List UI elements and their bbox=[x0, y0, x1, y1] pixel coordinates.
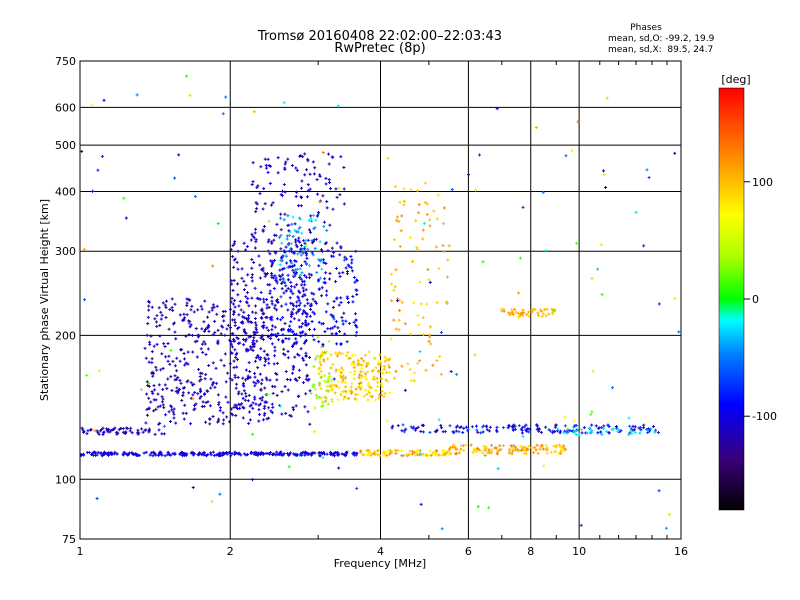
y-axis-label: Stationary phase Virtual Height [km] bbox=[38, 199, 51, 401]
y-tick-label: 500 bbox=[55, 139, 76, 152]
x-axis-ticks: 1 2 4 6 8 10 16 bbox=[77, 61, 688, 558]
x-tick-label: 6 bbox=[465, 545, 472, 558]
y-tick-label: 75 bbox=[62, 533, 76, 546]
grid-lines bbox=[80, 61, 681, 539]
colorbar-tick-label: 100 bbox=[752, 176, 773, 189]
y-tick-label: 100 bbox=[55, 473, 76, 486]
colorbar-label: [deg] bbox=[721, 73, 750, 86]
chart-subtitle: RwPretec (8p) bbox=[334, 41, 425, 56]
colorbar-ticks: 100 0 -100 bbox=[744, 176, 777, 423]
chart-title: Tromsø 20160408 22:02:00–22:03:43 bbox=[257, 29, 502, 44]
y-tick-label: 600 bbox=[55, 101, 76, 114]
info-line-x: mean, sd,X: 89.5, 24.7 bbox=[608, 45, 713, 55]
colorbar-tick-label: 0 bbox=[752, 293, 759, 306]
x-tick-label: 8 bbox=[527, 545, 534, 558]
y-tick-label: 750 bbox=[55, 55, 76, 68]
x-axis-label: Frequency [MHz] bbox=[334, 557, 426, 570]
colorbar bbox=[718, 87, 745, 511]
x-tick-label: 10 bbox=[572, 545, 586, 558]
y-tick-label: 400 bbox=[55, 185, 76, 198]
plot-frame bbox=[79, 60, 682, 540]
y-tick-label: 300 bbox=[55, 245, 76, 258]
y-axis-ticks: 75 100 200 300 400 500 600 750 bbox=[55, 55, 76, 546]
x-tick-label: 1 bbox=[77, 545, 84, 558]
scatter-points bbox=[80, 74, 681, 531]
info-line-o: mean, sd,O: -99.2, 19.9 bbox=[608, 34, 715, 44]
x-tick-label: 4 bbox=[377, 545, 384, 558]
x-tick-label: 16 bbox=[674, 545, 688, 558]
info-heading: Phases bbox=[630, 23, 662, 33]
x-tick-label: 2 bbox=[227, 545, 234, 558]
y-tick-label: 200 bbox=[55, 329, 76, 342]
colorbar-tick-label: -100 bbox=[752, 410, 777, 423]
